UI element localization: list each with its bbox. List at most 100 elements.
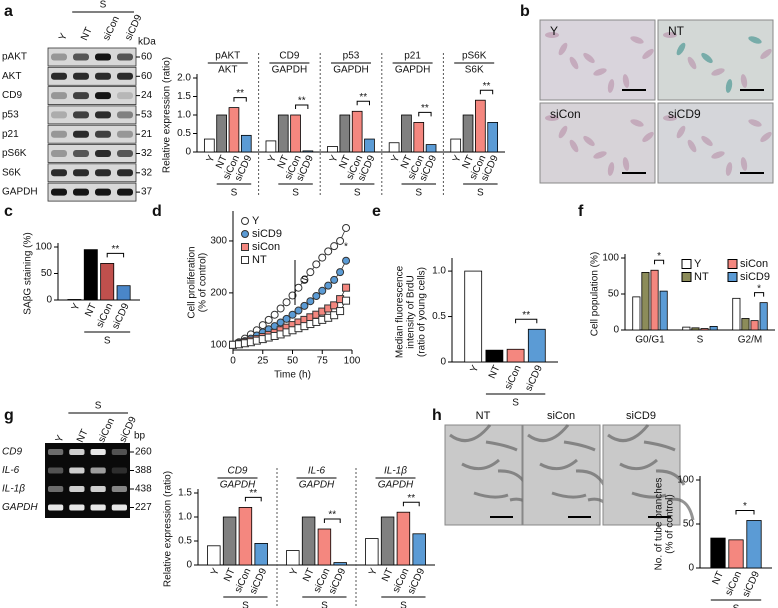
gel-band (69, 486, 85, 492)
y-axis-label: Relative expression (ratio) (162, 57, 173, 173)
group-title-numerator: p21 (404, 51, 421, 62)
y-tick-label: 300 (210, 236, 227, 247)
bar (83, 249, 98, 301)
y-axis-label: Relative expression (ratio) (163, 471, 174, 587)
legend-marker (241, 230, 249, 238)
bar (216, 114, 227, 153)
blot-band (51, 92, 67, 100)
y-tick-label: 0.5 (177, 128, 191, 139)
point (306, 297, 315, 306)
bar (364, 138, 375, 153)
gel-band (111, 486, 127, 492)
y-tick-label: 1.0 (432, 266, 446, 277)
group-label: S (242, 601, 249, 608)
cell (676, 125, 686, 139)
blot-band (73, 92, 89, 100)
significance-bracket (418, 111, 432, 117)
panel-label: c (4, 203, 13, 220)
group-label: S (733, 604, 740, 608)
protein-label: p21 (2, 129, 19, 140)
x-tick-label: Y (469, 363, 482, 374)
cell (622, 157, 630, 171)
tube (631, 491, 667, 499)
x-tick-label: 50 (287, 356, 299, 367)
blot-band (95, 53, 111, 61)
significance-label: ** (298, 96, 306, 107)
group-label: S (321, 601, 328, 608)
cell (630, 36, 644, 44)
image-label: NT (668, 24, 685, 38)
cell (569, 139, 579, 153)
blot-band (51, 53, 67, 61)
bar (750, 320, 759, 331)
significance-bracket (244, 496, 262, 502)
cell (740, 74, 748, 88)
bar (100, 263, 115, 301)
point (330, 275, 339, 284)
legend-label: siCon (740, 258, 768, 270)
x-tick-label: NT (301, 567, 317, 584)
x-tick-label: siCD9 (523, 363, 545, 393)
y-axis-label: No. of tube branches (654, 478, 665, 571)
bar (425, 144, 437, 153)
tube (619, 458, 658, 471)
group-title-numerator: p53 (343, 51, 360, 62)
blot-band (117, 150, 133, 157)
x-tick-label: NT (276, 154, 292, 171)
protein-label: pS6K (2, 148, 27, 159)
y-tick-label: 50 (608, 289, 620, 300)
size-label: 24 (141, 90, 153, 101)
micrograph (602, 424, 681, 526)
panel-label: g (4, 407, 14, 424)
significance-label: ** (112, 244, 120, 255)
cell (607, 162, 615, 176)
image-label: siCD9 (626, 410, 656, 422)
legend-label: Y (252, 215, 260, 227)
x-tick-label: NT (380, 567, 396, 584)
tube (607, 424, 650, 443)
legend-marker (241, 243, 249, 251)
legend-swatch (727, 259, 738, 269)
bar (254, 543, 268, 566)
group-title-numerator: CD9 (227, 466, 247, 477)
bar (682, 326, 691, 331)
blot-band (95, 188, 111, 196)
point (330, 301, 339, 310)
y-tick-label: 0 (186, 560, 192, 571)
cell (630, 119, 644, 127)
cell (740, 157, 748, 171)
point (276, 318, 285, 327)
gel-band (48, 504, 64, 511)
blot-band (73, 72, 89, 80)
y-axis-label: (% of control) (665, 494, 676, 553)
image-label: Y (550, 24, 558, 38)
bar (413, 122, 425, 153)
cell (545, 115, 559, 121)
cell (607, 79, 615, 93)
cell (569, 56, 579, 70)
blot-band (117, 111, 133, 119)
significance-bracket (106, 252, 125, 258)
x-tick-label: Y (328, 153, 341, 164)
blot-band (95, 111, 111, 119)
y-axis-label: intensity of BrdU (406, 275, 417, 348)
panel-label: b (520, 3, 530, 20)
significance-bracket (402, 501, 420, 507)
group-title-denominator: GAPDH (272, 65, 308, 76)
point (312, 292, 321, 300)
point (336, 307, 345, 316)
cell (701, 52, 713, 64)
blot-band (51, 130, 67, 138)
point (330, 242, 339, 251)
lane-label: NT (79, 26, 95, 43)
y-axis-label: Cell population (%) (590, 252, 601, 337)
y-tick-label: 100 (602, 253, 619, 264)
x-tick-label: Y (209, 566, 222, 577)
x-tick-label: Y (389, 153, 402, 164)
y-tick-label: 0 (613, 325, 619, 336)
cell (711, 151, 725, 159)
image-label: siCD9 (668, 107, 701, 121)
point (336, 236, 345, 245)
group-title-numerator: IL-6 (308, 466, 326, 477)
significance-bracket (654, 259, 665, 265)
